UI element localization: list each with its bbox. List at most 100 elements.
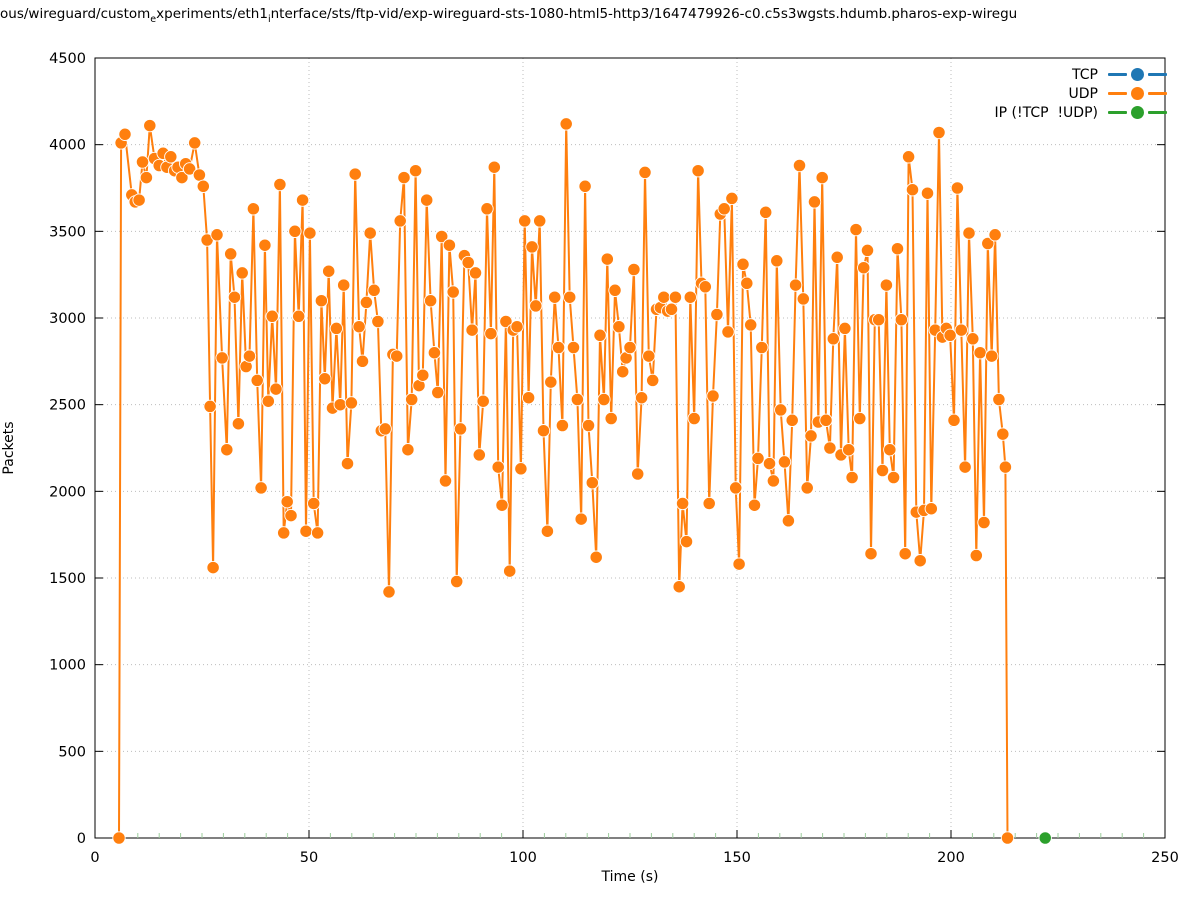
data-point-udp <box>393 214 407 228</box>
y-tick-label: 0 <box>77 831 86 847</box>
data-point-udp <box>747 498 762 512</box>
data-point-udp <box>295 193 310 207</box>
data-point-udp <box>570 392 585 407</box>
data-point-udp <box>612 320 626 334</box>
data-point-udp <box>627 262 641 277</box>
data-point-udp <box>597 392 611 407</box>
data-point-udp <box>164 150 178 164</box>
data-point-udp <box>401 443 415 457</box>
data-point-udp <box>461 255 475 270</box>
data-point-udp <box>981 236 995 251</box>
data-point-udp <box>337 278 351 292</box>
data-point-udp <box>860 243 875 258</box>
data-point-udp <box>762 456 777 471</box>
y-tick-label: 2500 <box>49 398 86 414</box>
data-point-udp <box>533 214 547 228</box>
data-point-udp <box>759 205 773 219</box>
data-point-udp <box>623 340 637 355</box>
data-point-udp <box>446 285 460 299</box>
y-tick-label: 1000 <box>49 658 86 674</box>
data-point-udp <box>277 526 291 540</box>
data-point-udp <box>698 280 712 294</box>
data-point-udp <box>857 261 871 275</box>
chart-title-subscript: e <box>150 14 157 25</box>
data-point-udp <box>427 346 442 360</box>
data-point-udp <box>973 346 987 360</box>
data-point-udp <box>966 332 980 346</box>
data-point-udp <box>815 170 829 185</box>
data-point-udp <box>566 340 581 355</box>
data-point-udp <box>736 257 750 271</box>
data-point-udp <box>668 290 683 304</box>
data-point-udp <box>683 290 697 304</box>
data-point-udp <box>544 375 558 389</box>
y-tick-label: 1500 <box>49 571 86 587</box>
legend-label-tcp: TCP <box>1072 66 1098 83</box>
data-point-udp <box>261 394 275 408</box>
data-point-udp <box>210 228 224 242</box>
data-point-udp <box>438 474 453 488</box>
x-tick-label: 50 <box>300 850 318 866</box>
data-point-udp <box>996 427 1010 441</box>
data-point-udp <box>220 443 234 457</box>
data-point-udp <box>435 229 449 244</box>
data-point-udp <box>634 391 649 405</box>
data-point-udp <box>227 290 242 304</box>
data-point-udp <box>962 226 976 240</box>
chart-title-part: ous/wireguard/custom <box>0 6 151 22</box>
x-axis-label: Time (s) <box>601 869 659 885</box>
legend-label-ip: IP (!TCP !UDP) <box>994 104 1099 121</box>
data-point-udp <box>638 165 652 180</box>
data-point-udp <box>397 170 411 185</box>
data-point-udp <box>947 413 961 427</box>
x-tick-label: 0 <box>90 850 99 866</box>
data-point-udp <box>842 443 856 457</box>
data-point-udp <box>721 325 735 339</box>
data-point-udp <box>943 328 957 342</box>
data-point-udp <box>548 290 562 304</box>
data-point-udp <box>883 443 897 457</box>
data-point-udp <box>702 496 716 511</box>
data-point-udp <box>390 349 404 363</box>
data-point-udp <box>303 226 317 240</box>
data-point-udp <box>359 295 374 310</box>
data-point-udp <box>188 136 202 150</box>
data-point-udp <box>273 177 287 192</box>
data-point-udp <box>453 422 468 436</box>
data-point-udp <box>585 476 599 490</box>
data-point-udp <box>664 302 679 316</box>
data-point-udp <box>657 290 671 304</box>
data-point-udp <box>499 314 513 329</box>
data-point-udp <box>864 547 878 561</box>
data-point-udp <box>503 564 517 578</box>
data-point-udp <box>314 294 329 308</box>
data-point-udp <box>932 125 946 140</box>
data-point-udp <box>521 391 536 405</box>
data-point-udp <box>175 170 189 185</box>
data-point-udp <box>954 323 968 337</box>
data-point-udp <box>563 290 577 304</box>
data-point-udp <box>969 548 983 563</box>
legend-row-tcp: TCP <box>995 65 1167 84</box>
data-point-udp <box>487 160 501 174</box>
data-point-udp <box>600 252 614 266</box>
data-point-udp <box>203 399 217 414</box>
legend-row-ip: IP (!TCP !UDP) <box>994 103 1167 122</box>
data-point-udp <box>924 502 938 516</box>
data-point-udp <box>796 292 810 306</box>
y-tick-label: 3500 <box>49 224 86 240</box>
data-point-udp <box>777 455 792 469</box>
data-point-udp <box>442 238 457 252</box>
data-point-udp <box>299 524 313 538</box>
data-point-udp <box>732 557 746 571</box>
data-point-udp <box>792 158 807 173</box>
data-point-udp <box>540 524 555 538</box>
data-point-udp <box>476 394 490 408</box>
data-point-udp <box>830 250 844 264</box>
data-point-udp <box>608 283 622 297</box>
data-point-udp <box>785 413 799 427</box>
data-point-udp <box>254 481 268 495</box>
x-tick-label: 100 <box>509 850 537 866</box>
data-point-udp <box>788 278 803 292</box>
